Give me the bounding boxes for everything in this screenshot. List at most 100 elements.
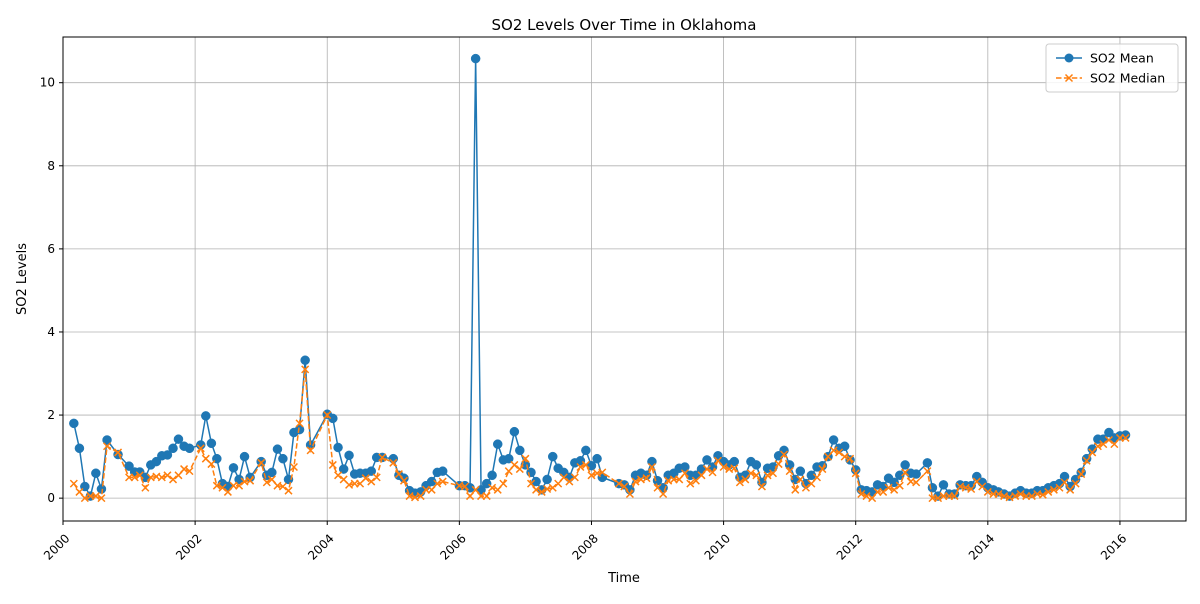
grid-lines bbox=[62, 37, 1186, 521]
so2-median-point bbox=[278, 482, 287, 491]
so2-median-point bbox=[559, 473, 568, 482]
so2-median-point bbox=[466, 492, 475, 501]
so2-median-point bbox=[399, 476, 409, 485]
y-tick-label: 8 bbox=[47, 159, 55, 173]
so2-mean-point bbox=[592, 453, 602, 464]
so2-median-point bbox=[884, 483, 893, 492]
so2-mean-point bbox=[839, 441, 850, 451]
so2-median-point bbox=[262, 478, 271, 487]
so2-mean-point bbox=[91, 468, 101, 478]
legend-box bbox=[1045, 43, 1179, 93]
so2-mean-point bbox=[333, 442, 343, 453]
so2-median-point bbox=[565, 477, 574, 486]
so2-median-series bbox=[69, 365, 1130, 503]
so2-median-point bbox=[1038, 490, 1047, 499]
so2-median-point bbox=[1121, 433, 1130, 442]
so2-median-point bbox=[581, 460, 590, 469]
so2-mean-point bbox=[69, 418, 79, 429]
so2-median-point bbox=[851, 469, 860, 478]
legend-label: SO2 Median bbox=[1090, 71, 1165, 86]
so2-median-point bbox=[482, 492, 491, 501]
so2-mean-point bbox=[206, 438, 217, 449]
so2-median-point bbox=[774, 460, 783, 469]
so2-median-point bbox=[983, 487, 992, 496]
so2-mean-point bbox=[366, 466, 377, 476]
legend-marker bbox=[1064, 73, 1074, 83]
legend-label: SO2 Mean bbox=[1090, 51, 1154, 66]
so2-mean-point bbox=[173, 434, 184, 444]
so2-mean-point bbox=[470, 53, 481, 64]
so2-median-point bbox=[713, 456, 723, 465]
so2-median-point bbox=[1082, 456, 1091, 465]
so2-median-point bbox=[735, 478, 744, 487]
so2-mean-point bbox=[894, 470, 905, 481]
so2-median-point bbox=[97, 494, 106, 503]
so2-median-point bbox=[169, 475, 178, 484]
so2-median-point bbox=[328, 460, 337, 469]
so2-median-point bbox=[895, 481, 904, 490]
so2-mean-point bbox=[581, 445, 591, 456]
so2-mean-point bbox=[492, 439, 503, 449]
so2-median-point bbox=[207, 460, 216, 469]
so2-mean-point bbox=[338, 464, 349, 474]
so2-median-point bbox=[659, 489, 668, 499]
so2-median-point bbox=[614, 479, 623, 488]
so2-median-point bbox=[1027, 492, 1036, 501]
so2-median-point bbox=[812, 473, 822, 482]
so2-median-point bbox=[394, 470, 403, 479]
so2-mean-point bbox=[344, 450, 354, 461]
so2-median-point bbox=[548, 483, 557, 492]
so2-median-point bbox=[647, 462, 656, 472]
so2-median-point bbox=[780, 450, 789, 459]
y-tick-label: 4 bbox=[47, 325, 55, 339]
so2-mean-point bbox=[1059, 471, 1070, 482]
so2-median-point bbox=[180, 465, 189, 474]
so2-median-point bbox=[185, 467, 194, 476]
so2-median-point bbox=[598, 468, 607, 477]
so2-median-point bbox=[130, 473, 139, 482]
so2-median-point bbox=[835, 448, 844, 457]
so2-median-point bbox=[438, 477, 447, 486]
so2-median-point bbox=[267, 475, 276, 484]
so2-median-point bbox=[730, 464, 739, 473]
legend-marker bbox=[1064, 53, 1074, 63]
so2-mean-point bbox=[531, 476, 541, 487]
so2-mean-point bbox=[1065, 481, 1075, 492]
so2-mean-point bbox=[509, 426, 520, 437]
so2-mean-point bbox=[267, 467, 277, 478]
so2-mean-point bbox=[911, 469, 921, 479]
so2-mean-point bbox=[828, 435, 839, 445]
so2-median-point bbox=[642, 474, 651, 483]
so2-median-point bbox=[680, 469, 689, 478]
so2-median-point bbox=[537, 487, 546, 496]
so2-median-point bbox=[625, 489, 634, 499]
so2-median-point bbox=[334, 471, 343, 480]
so2-median-point bbox=[141, 483, 150, 492]
so2-median-point bbox=[1016, 489, 1025, 499]
so2-mean-point bbox=[283, 474, 294, 485]
so2-median-point bbox=[196, 444, 205, 453]
so2-median-point bbox=[257, 458, 266, 467]
so2-median-point bbox=[807, 479, 816, 488]
so2-median-point bbox=[1093, 442, 1102, 451]
so2-median-point bbox=[1049, 485, 1058, 494]
so2-median-point bbox=[719, 462, 728, 472]
so2-median-point bbox=[1060, 478, 1069, 487]
so2-median-point bbox=[433, 479, 442, 488]
so2-median-point bbox=[515, 465, 524, 474]
y-tick-label: 10 bbox=[40, 76, 55, 90]
so2-median-point bbox=[289, 462, 298, 472]
so2-median-point bbox=[554, 479, 563, 488]
so2-median-point bbox=[620, 482, 629, 491]
so2-mean-point bbox=[1076, 467, 1086, 478]
so2-median-point bbox=[879, 487, 888, 496]
so2-median-point bbox=[1071, 479, 1080, 488]
so2-mean-point bbox=[151, 456, 162, 467]
so2-median-point bbox=[306, 446, 315, 455]
so2-median-point bbox=[163, 471, 172, 480]
so2-median-point bbox=[284, 486, 293, 495]
so2-median-point bbox=[950, 492, 959, 501]
